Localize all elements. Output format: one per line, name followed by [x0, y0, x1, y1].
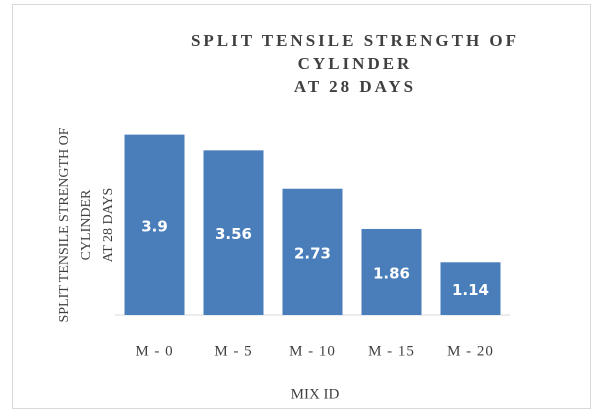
bar	[203, 150, 264, 315]
bar	[440, 262, 501, 315]
data-label: 1.86	[373, 264, 410, 282]
x-tick-label: M - 20	[447, 343, 494, 359]
chart-title: AT 28 DAYS	[294, 77, 416, 96]
data-label: 3.9	[141, 217, 168, 235]
chart-title: CYLINDER	[298, 54, 413, 73]
data-label: 3.56	[215, 225, 252, 243]
x-tick-label: M - 5	[214, 343, 252, 359]
data-label: 1.14	[452, 281, 489, 299]
data-label: 2.73	[294, 244, 331, 262]
bar	[361, 228, 422, 315]
chart-title: SPLIT TENSILE STRENGTH OF	[191, 31, 519, 50]
bar	[124, 134, 185, 315]
x-tick-label: M - 10	[289, 343, 336, 359]
bar	[282, 188, 343, 315]
x-tick-label: M - 0	[135, 343, 173, 359]
x-axis-label: MIX ID	[291, 386, 340, 402]
y-axis-label: CYLINDER	[79, 189, 94, 260]
y-axis-label: AT 28 DAYS	[101, 188, 116, 263]
x-tick-label: M - 15	[368, 343, 415, 359]
y-axis-label: SPLIT TENSILE STRENGTH OF	[57, 127, 72, 322]
